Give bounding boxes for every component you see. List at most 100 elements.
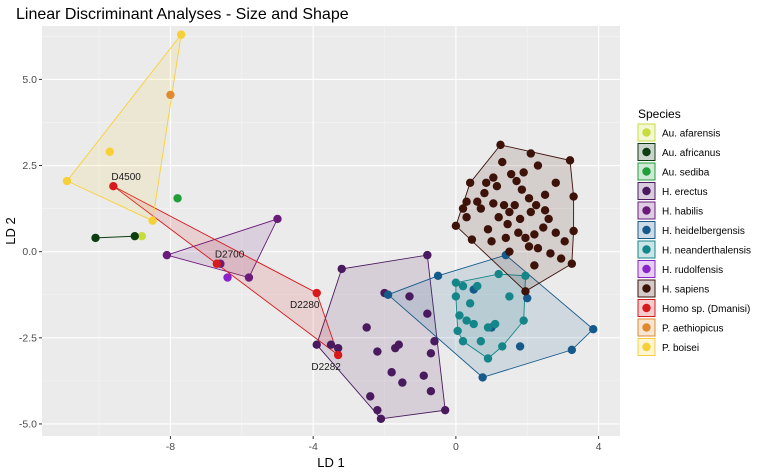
- point-h-sapiens: [451, 221, 461, 231]
- y-tick-label: 2.5: [22, 160, 37, 172]
- point-h-neanderthalensis: [483, 323, 493, 332]
- legend-key-dot: [642, 264, 651, 274]
- point-h-neanderthalensis: [458, 337, 468, 346]
- legend-label: Au. africanus: [662, 148, 720, 159]
- point-au-africanus: [91, 233, 100, 243]
- legend-label: H. erectus: [662, 187, 708, 198]
- legend-key-dot: [642, 186, 651, 196]
- legend-key-dot: [642, 167, 651, 176]
- legend-label: H. heidelbergensis: [662, 226, 745, 237]
- point-h-sapiens: [492, 182, 502, 191]
- point-h-erectus: [440, 405, 450, 415]
- point-h-sapiens: [512, 176, 521, 186]
- y-axis-ticks: -5.0 -2.5 0.0 2.5 5.0: [19, 74, 42, 430]
- chart-title: Linear Discriminant Analyses - Size and …: [16, 6, 349, 23]
- point-h-erectus: [391, 343, 400, 353]
- legend-item-h-erectus: H. erectus: [637, 182, 708, 200]
- legend-label: H. rudolfensis: [662, 265, 723, 276]
- hull-au-africanus: [95, 235, 135, 239]
- point-h-sapiens: [519, 168, 528, 177]
- point-h-sapiens: [462, 197, 471, 206]
- point-h-sapiens: [530, 261, 539, 270]
- point-h-sapiens: [489, 199, 498, 208]
- point-h-sapiens: [462, 213, 471, 222]
- x-tick-label: 4: [596, 441, 602, 453]
- legend-label: Au. sediba: [662, 168, 710, 179]
- point-h-sapiens: [458, 204, 468, 213]
- annotation-d2700: D2700: [215, 250, 245, 261]
- x-tick-label: -8: [166, 441, 175, 453]
- legend-item-p-aethiopicus: P. aethiopicus: [637, 318, 724, 337]
- point-h-neanderthalensis: [476, 337, 486, 346]
- grid-lines: [42, 26, 620, 436]
- legend-key-dot: [642, 284, 651, 293]
- legend-item-h-rudolfensis: H. rudolfensis: [637, 260, 723, 278]
- point-au-africanus: [130, 231, 139, 241]
- point-h-neanderthalensis: [451, 292, 461, 301]
- point-h-sapiens: [515, 214, 525, 224]
- point-h-neanderthalensis: [490, 319, 500, 329]
- point-h-sapiens: [489, 173, 498, 182]
- point-h-neanderthalensis: [521, 271, 530, 280]
- point-h-erectus: [426, 349, 436, 358]
- point-h-sapiens: [514, 228, 523, 237]
- point-h-heidelbergensis: [567, 345, 577, 355]
- point-h-sapiens: [539, 223, 548, 232]
- point-h-sapiens: [521, 287, 530, 296]
- point-p-boisei: [105, 147, 114, 156]
- annotation-d4500: D4500: [111, 172, 141, 183]
- hull-homo-sp-dmanisi: [113, 185, 340, 357]
- y-tick-label: -5.0: [19, 418, 37, 430]
- point-h-erectus: [387, 368, 396, 377]
- point-h-erectus: [376, 414, 386, 423]
- point-h-sapiens: [499, 200, 509, 210]
- point-h-erectus: [366, 392, 375, 401]
- point-homo-sp-dmanisi: [109, 182, 118, 191]
- point-h-sapiens: [526, 149, 536, 158]
- point-h-sapiens: [556, 254, 566, 263]
- point-p-aethiopicus: [166, 90, 175, 100]
- point-p-boisei: [62, 176, 72, 186]
- point-h-sapiens: [521, 233, 530, 243]
- plot-panel: [42, 26, 620, 436]
- point-annotations: D4500 D2700 D2280 D2282: [111, 172, 341, 373]
- point-h-sapiens: [565, 156, 575, 165]
- legend-label: H. habilis: [662, 207, 703, 218]
- point-h-sapiens: [476, 204, 486, 213]
- point-h-sapiens: [501, 233, 511, 243]
- point-h-sapiens: [467, 235, 477, 244]
- legend-item-h-heidelbergensis: H. heidelbergensis: [637, 221, 745, 239]
- point-h-neanderthalensis: [465, 299, 475, 308]
- legend-label: H. neanderthalensis: [662, 246, 751, 257]
- point-h-erectus: [405, 292, 414, 301]
- point-h-erectus: [398, 378, 407, 387]
- legend-key-dot: [642, 342, 651, 352]
- point-h-erectus: [326, 340, 336, 349]
- point-h-sapiens: [531, 200, 541, 210]
- point-h-neanderthalensis: [473, 281, 482, 291]
- point-h-erectus: [312, 340, 321, 349]
- point-h-heidelbergensis: [515, 342, 525, 351]
- legend: Au. afarensis Au. africanus Au. sediba H. e…: [637, 123, 751, 356]
- point-h-heidelbergensis: [523, 293, 532, 303]
- point-h-neanderthalensis: [494, 269, 503, 279]
- legend-label: Homo sp. (Dmanisi): [662, 304, 750, 315]
- point-h-rudolfensis: [223, 273, 232, 282]
- point-h-erectus: [333, 343, 343, 353]
- point-h-sapiens: [546, 249, 555, 258]
- legend-key-dot: [642, 206, 651, 215]
- x-axis-ticks: -8 -4 0 4: [166, 436, 602, 453]
- legend-item-homo-sp-dmanisi: Homo sp. (Dmanisi): [637, 299, 750, 317]
- point-h-habilis: [162, 250, 172, 260]
- hull-h-habilis: [165, 218, 279, 279]
- point-h-sapiens: [533, 244, 543, 253]
- legend-item-au-africanus: Au. africanus: [637, 143, 720, 161]
- point-h-sapiens: [551, 178, 560, 187]
- point-h-erectus: [373, 347, 382, 356]
- annotation-d2280: D2280: [290, 300, 320, 311]
- hull-p-boisei: [66, 32, 182, 222]
- point-h-sapiens: [551, 228, 560, 237]
- point-h-neanderthalensis: [469, 319, 478, 329]
- point-h-neanderthalensis: [451, 278, 461, 287]
